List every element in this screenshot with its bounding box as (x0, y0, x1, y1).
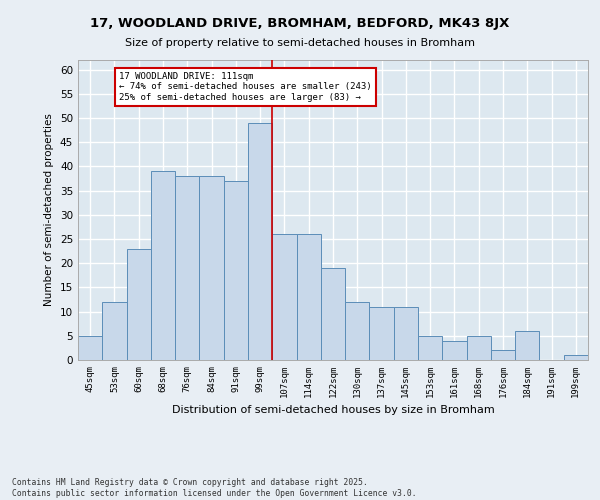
Bar (102, 302, 127, 360)
X-axis label: Distribution of semi-detached houses by size in Bromham: Distribution of semi-detached houses by … (172, 406, 494, 415)
Bar (467, 336, 491, 360)
Bar (321, 268, 345, 360)
Text: 17 WOODLAND DRIVE: 111sqm
← 74% of semi-detached houses are smaller (243)
25% of: 17 WOODLAND DRIVE: 111sqm ← 74% of semi-… (119, 72, 372, 102)
Text: 17, WOODLAND DRIVE, BROMHAM, BEDFORD, MK43 8JX: 17, WOODLAND DRIVE, BROMHAM, BEDFORD, MK… (91, 18, 509, 30)
Bar (224, 181, 248, 360)
Bar (418, 336, 442, 360)
Bar (442, 340, 467, 360)
Bar (199, 176, 224, 360)
Bar (78, 336, 102, 360)
Bar (248, 123, 272, 360)
Text: Size of property relative to semi-detached houses in Bromham: Size of property relative to semi-detach… (125, 38, 475, 48)
Text: Contains HM Land Registry data © Crown copyright and database right 2025.
Contai: Contains HM Land Registry data © Crown c… (12, 478, 416, 498)
Bar (345, 302, 370, 360)
Bar (394, 307, 418, 360)
Bar (272, 234, 296, 360)
Y-axis label: Number of semi-detached properties: Number of semi-detached properties (44, 114, 55, 306)
Bar (370, 307, 394, 360)
Bar (564, 355, 588, 360)
Bar (127, 248, 151, 360)
Bar (515, 331, 539, 360)
Bar (296, 234, 321, 360)
Bar (175, 176, 199, 360)
Bar (151, 172, 175, 360)
Bar (491, 350, 515, 360)
